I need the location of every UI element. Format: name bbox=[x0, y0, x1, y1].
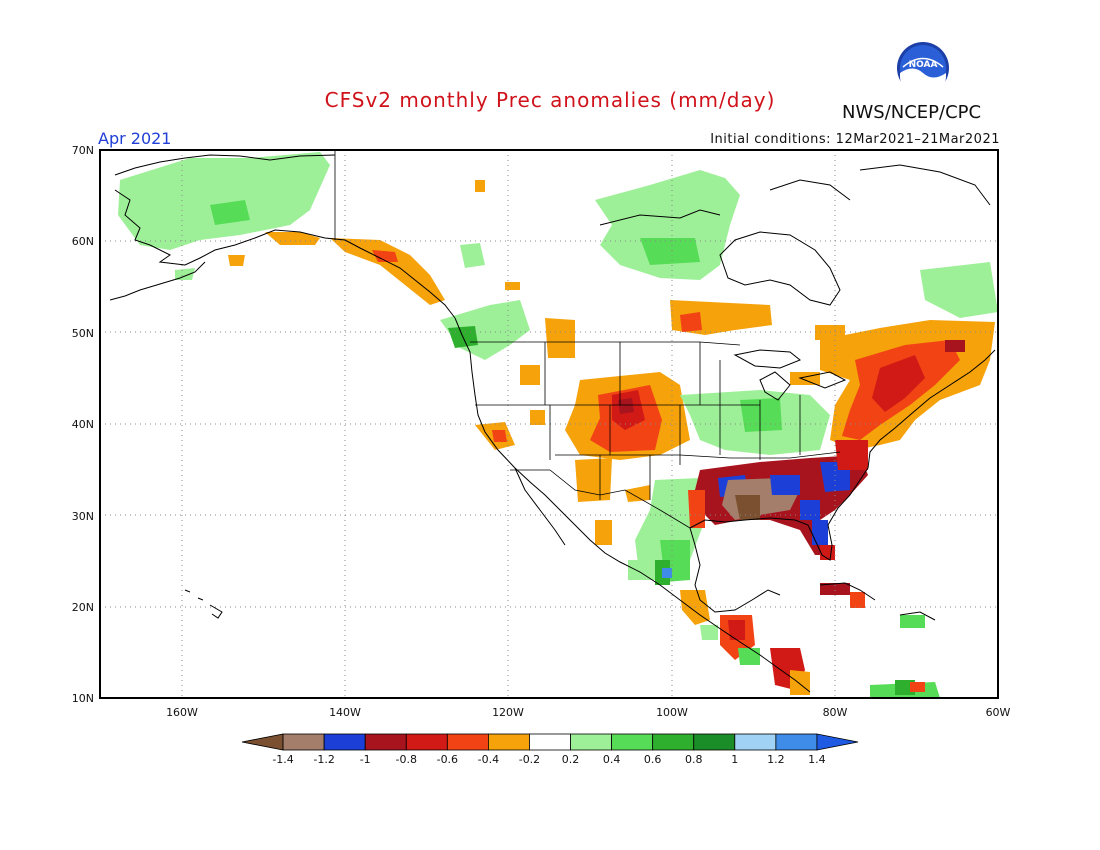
colorbar-label: 1.4 bbox=[808, 753, 826, 766]
colorbar-swatch bbox=[529, 733, 571, 751]
colorbar-label: -1.4 bbox=[272, 753, 293, 766]
colorbar-label: 1 bbox=[731, 753, 738, 766]
lat-label: 50N bbox=[72, 327, 94, 340]
longitude-labels: 160W 140W 120W 100W 80W 60W bbox=[166, 706, 1010, 719]
colorbar-swatch bbox=[487, 733, 530, 751]
anomaly-fields bbox=[118, 152, 998, 698]
lon-label: 160W bbox=[166, 706, 198, 719]
lat-label: 30N bbox=[72, 510, 94, 523]
lon-label: 60W bbox=[986, 706, 1011, 719]
colorbar-label: 0.2 bbox=[562, 753, 580, 766]
colorbar-swatch bbox=[405, 733, 448, 751]
colorbar-swatch bbox=[282, 733, 325, 751]
lat-label: 10N bbox=[72, 692, 94, 705]
chart-title: CFSv2 monthly Prec anomalies (mm/day) bbox=[324, 88, 776, 112]
lon-label: 80W bbox=[823, 706, 848, 719]
colorbar-swatch bbox=[693, 733, 736, 751]
lon-label: 140W bbox=[329, 706, 361, 719]
colorbar-swatch bbox=[241, 733, 284, 751]
colorbar-label: -0.8 bbox=[396, 753, 417, 766]
lon-label: 120W bbox=[492, 706, 524, 719]
initial-conditions: Initial conditions: 12Mar2021–21Mar2021 bbox=[710, 132, 1000, 147]
colorbar-swatch bbox=[570, 733, 612, 751]
colorbar-label: -0.2 bbox=[519, 753, 540, 766]
colorbar-label: 0.8 bbox=[685, 753, 703, 766]
lat-label: 60N bbox=[72, 235, 94, 248]
colorbar-label: 0.4 bbox=[603, 753, 621, 766]
colorbar-label: -1.2 bbox=[313, 753, 334, 766]
colorbar-swatch bbox=[734, 733, 777, 751]
borders bbox=[334, 150, 841, 529]
colorbar-label: -1 bbox=[360, 753, 371, 766]
colorbar-swatch bbox=[364, 733, 407, 751]
noaa-logo: NOAA bbox=[897, 42, 949, 96]
colorbar-label: 1.2 bbox=[767, 753, 785, 766]
latitude-labels: 70N 60N 50N 40N 30N 20N 10N bbox=[72, 144, 94, 705]
colorbar-swatch bbox=[775, 733, 818, 751]
lat-label: 70N bbox=[72, 144, 94, 157]
map-area bbox=[100, 150, 998, 698]
colorbar-swatch bbox=[446, 733, 489, 751]
lat-label: 20N bbox=[72, 601, 94, 614]
colorbar-swatch bbox=[816, 733, 859, 751]
colorbar-label: -0.4 bbox=[478, 753, 499, 766]
colorbar-swatch bbox=[652, 733, 695, 751]
forecast-month: Apr 2021 bbox=[98, 129, 172, 148]
map-frame bbox=[99, 149, 999, 699]
svg-text:NOAA: NOAA bbox=[909, 60, 938, 70]
colorbar-swatch bbox=[611, 733, 654, 751]
lat-label: 40N bbox=[72, 418, 94, 431]
colorbar-label: 0.6 bbox=[644, 753, 662, 766]
colorbar-label: -0.6 bbox=[437, 753, 458, 766]
colorbar-swatch bbox=[323, 733, 366, 751]
lon-label: 100W bbox=[656, 706, 688, 719]
agency-label: NWS/NCEP/CPC bbox=[842, 102, 982, 123]
coastlines bbox=[109, 154, 996, 693]
colorbar: -1.4 -1.2 -1 -0.8 -0.6 -0.4 -0.2 0.2 0.4 0.6 0.8 1 1… bbox=[241, 733, 859, 766]
